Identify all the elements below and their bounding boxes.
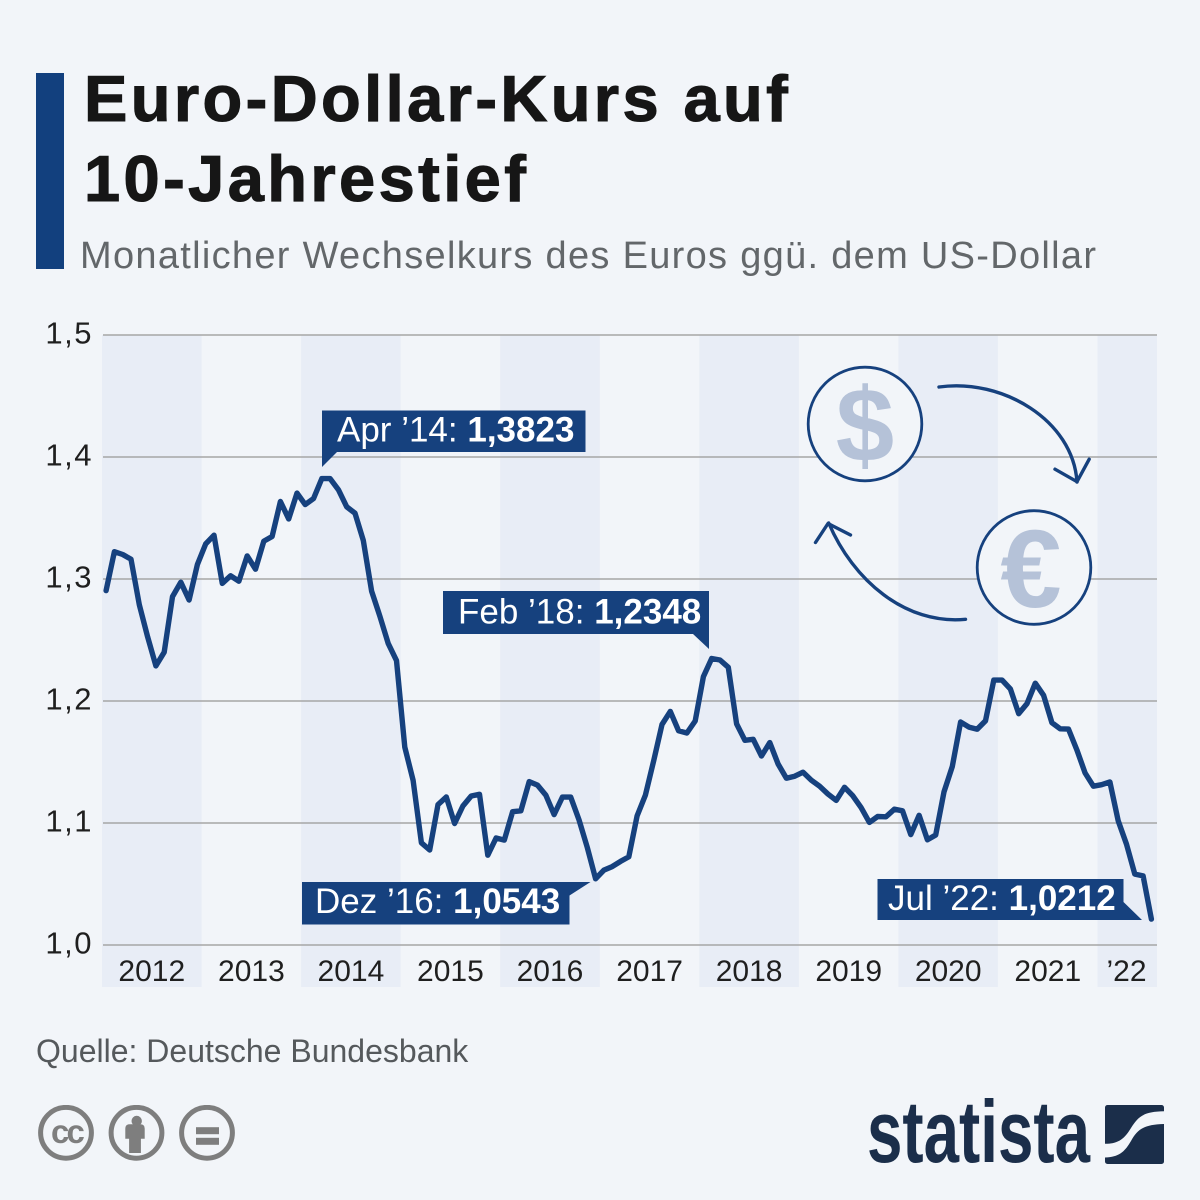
svg-text:1,5: 1,5 — [45, 315, 93, 350]
svg-text:1,3: 1,3 — [45, 559, 93, 594]
svg-text:statista: statista — [867, 1098, 1091, 1168]
svg-text:1,0: 1,0 — [45, 925, 93, 960]
svg-text:cc: cc — [51, 1113, 85, 1150]
svg-text:2012: 2012 — [118, 955, 185, 988]
svg-text:2021: 2021 — [1014, 955, 1081, 988]
svg-text:2018: 2018 — [716, 955, 783, 988]
svg-text:Dez ’16: 1,0543: Dez ’16: 1,0543 — [315, 882, 560, 921]
svg-text:2019: 2019 — [815, 955, 882, 988]
svg-text:2017: 2017 — [616, 955, 683, 988]
svg-text:2013: 2013 — [218, 955, 285, 988]
svg-text:’22: ’22 — [1106, 955, 1146, 988]
svg-text:$: $ — [836, 367, 894, 484]
svg-text:Apr ’14: 1,3823: Apr ’14: 1,3823 — [337, 411, 574, 450]
svg-text:Feb ’18: 1,2348: Feb ’18: 1,2348 — [458, 593, 701, 632]
svg-text:€: € — [1000, 508, 1061, 631]
svg-text:1,2: 1,2 — [45, 681, 93, 716]
svg-text:2020: 2020 — [915, 955, 982, 988]
svg-text:2016: 2016 — [517, 955, 584, 988]
svg-text:1,4: 1,4 — [45, 437, 93, 472]
svg-text:2015: 2015 — [417, 955, 484, 988]
svg-text:2014: 2014 — [318, 955, 385, 988]
svg-text:1,1: 1,1 — [45, 803, 93, 838]
svg-text:Jul ’22: 1,0212: Jul ’22: 1,0212 — [888, 879, 1116, 918]
